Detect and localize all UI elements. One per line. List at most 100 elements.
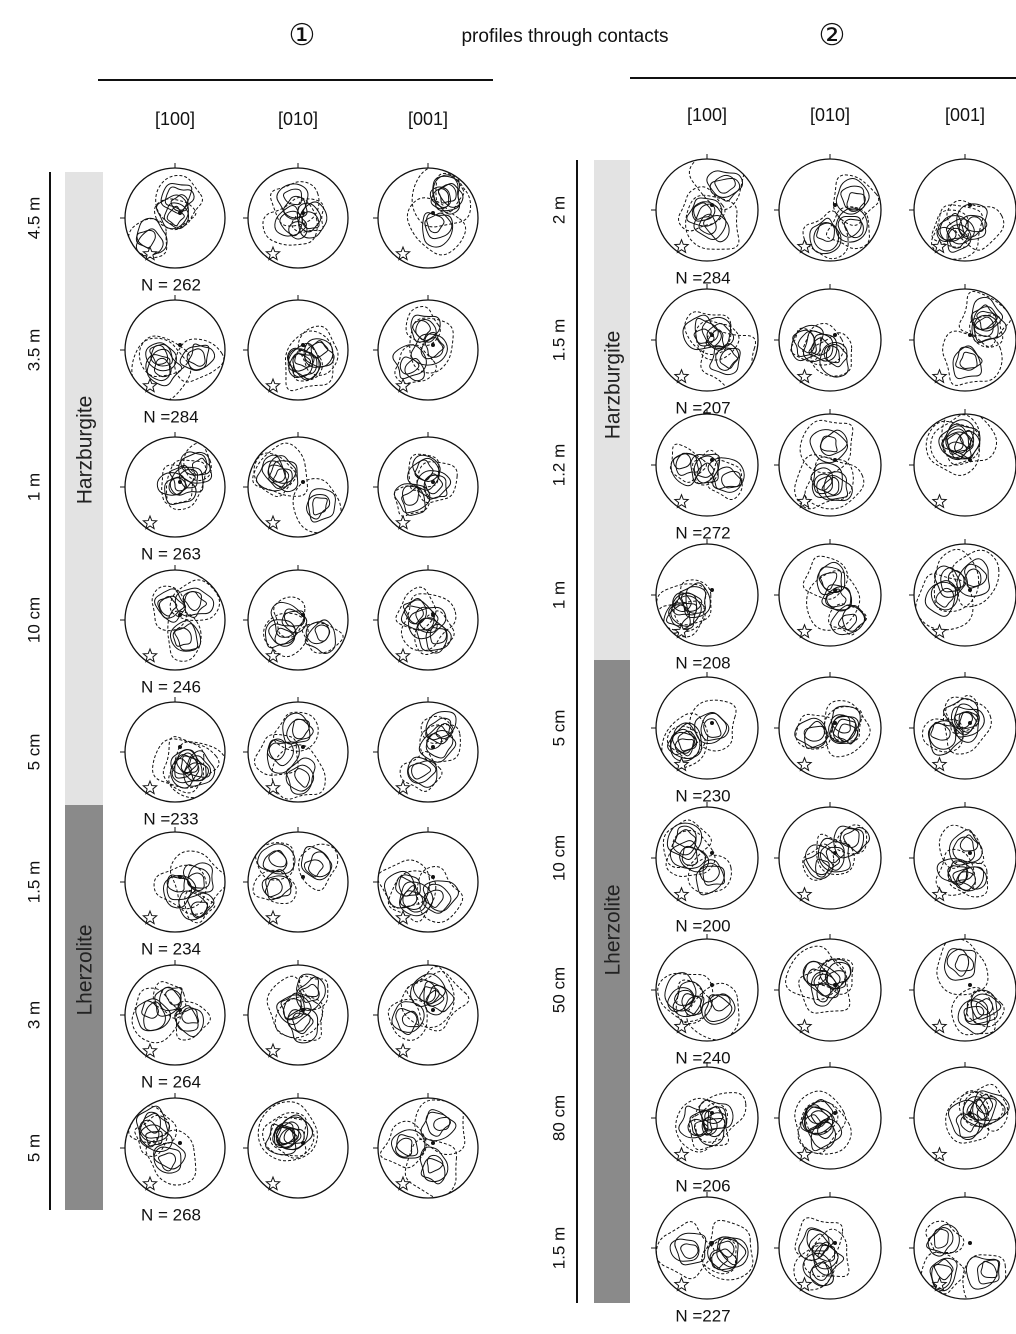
contour [437, 182, 464, 208]
grain-count: N = 268 [141, 1205, 201, 1224]
contours [945, 1083, 1010, 1144]
contour-dashed [797, 1101, 852, 1155]
center-dot [968, 851, 972, 855]
contour [135, 228, 164, 257]
contour [944, 948, 977, 981]
contour [678, 582, 711, 619]
pole-figure [651, 1192, 759, 1300]
contour [286, 1007, 319, 1044]
contour [285, 757, 316, 795]
lineation-star [673, 1146, 690, 1162]
contour [426, 733, 443, 750]
pole-figure [120, 1093, 226, 1199]
contour [190, 901, 209, 919]
contour-dashed [951, 549, 1000, 608]
contour-dashed [298, 843, 339, 891]
contour [292, 718, 310, 740]
contour [927, 1227, 954, 1257]
contour [143, 1001, 166, 1031]
contour [383, 870, 418, 909]
contour [947, 570, 965, 589]
contour [802, 960, 841, 997]
contour [840, 185, 866, 211]
contour [802, 1252, 834, 1287]
pole-figure [909, 409, 1016, 517]
pole-figure [651, 934, 759, 1042]
lineation-star [265, 1175, 281, 1191]
lineation-star [931, 623, 948, 639]
contour [839, 828, 860, 848]
lineation-star [931, 493, 948, 509]
contour [266, 738, 287, 761]
center-dot [431, 745, 435, 749]
contours [252, 842, 339, 905]
distance-label: 10 cm [24, 597, 43, 643]
contour [933, 1258, 954, 1281]
contour-dashed [804, 456, 865, 510]
primitive-circle [377, 569, 479, 671]
center-dot [833, 203, 837, 207]
contour-dashed [665, 830, 716, 877]
contour [392, 344, 427, 380]
contour [701, 316, 732, 351]
lineation-star [796, 623, 813, 639]
contour [157, 1152, 177, 1172]
contour [292, 353, 312, 372]
contour [178, 890, 209, 921]
lineation-star [265, 909, 281, 925]
contour-dashed [155, 174, 203, 227]
contour [933, 1228, 949, 1249]
center-dot [833, 851, 837, 855]
contours [794, 419, 865, 510]
lineation-star [673, 1018, 690, 1034]
contour [420, 1157, 446, 1185]
contour [279, 210, 303, 237]
contour-dashed [802, 843, 835, 881]
contour [265, 1123, 297, 1156]
contour [312, 497, 328, 516]
center-dot [968, 588, 972, 592]
contours [790, 322, 853, 378]
lineation-star [931, 1146, 948, 1162]
contour-dashed [184, 889, 216, 924]
contour [682, 314, 722, 351]
contour [437, 183, 457, 204]
contour [419, 986, 440, 1005]
lineation-star [673, 368, 690, 384]
contour [288, 221, 308, 240]
contour [816, 222, 835, 242]
contour [846, 192, 866, 212]
center-dot [968, 203, 972, 207]
profile-mark: ② [819, 19, 846, 52]
contours [656, 1219, 754, 1281]
contour [391, 1001, 425, 1033]
contour [296, 973, 319, 998]
center-dot [431, 343, 435, 347]
lineation-star [931, 886, 948, 902]
contour [669, 840, 707, 870]
contour-dashed [806, 570, 861, 631]
contour [423, 981, 448, 1016]
grain-count: N = 262 [141, 275, 201, 294]
contour [808, 1233, 830, 1252]
lineation-star [931, 238, 948, 254]
contour [792, 329, 817, 357]
contour [265, 869, 292, 901]
distance-label: 80 cm [549, 1095, 568, 1141]
contour [145, 342, 177, 372]
contour-dashed [414, 610, 455, 655]
contour [664, 972, 697, 1012]
contour-dashed [266, 975, 324, 1039]
center-dot [968, 458, 972, 462]
contour [425, 989, 445, 1007]
distance-label: 3 m [24, 1001, 43, 1029]
contour [715, 343, 740, 371]
center-dot [833, 1241, 837, 1245]
contour [153, 357, 172, 378]
contour [424, 212, 453, 240]
contour [303, 338, 334, 368]
contour [422, 212, 454, 248]
contour [704, 994, 733, 1023]
contour [702, 1112, 728, 1138]
column-header: [010] [810, 105, 850, 125]
